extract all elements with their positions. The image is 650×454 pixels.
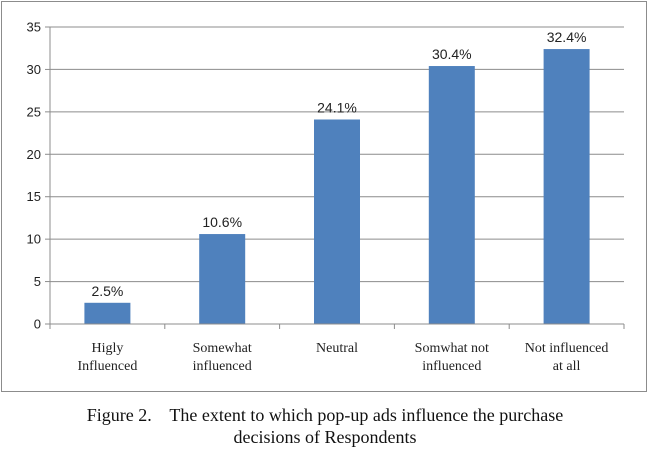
bar — [199, 234, 246, 324]
category-label: Somwhat not — [415, 341, 489, 356]
data-label: 32.4% — [547, 29, 587, 45]
y-tick-label: 25 — [27, 104, 41, 119]
category-label: Higly — [91, 341, 123, 356]
y-tick-label: 15 — [27, 189, 41, 204]
data-label: 30.4% — [432, 46, 472, 62]
caption-line-2: decisions of Respondents — [233, 427, 417, 447]
category-label: influenced — [193, 359, 252, 374]
category-label: Influenced — [77, 359, 137, 374]
bar — [543, 49, 590, 324]
caption-line-1: Figure 2. The extent to which pop-up ads… — [86, 405, 564, 425]
y-tick-label: 10 — [27, 232, 41, 247]
category-label: Not influenced — [525, 341, 609, 356]
bar — [84, 302, 131, 324]
y-tick-label: 20 — [27, 147, 41, 162]
bar — [314, 119, 360, 324]
bar-chart: 0 5 10 15 20 25 30 35 2.5% Higly Influenced 10.6% So… — [27, 20, 625, 374]
figure-caption: Figure 2. The extent to which pop-up ads… — [0, 404, 650, 448]
y-tick-label: 30 — [27, 62, 41, 77]
data-label: 24.1% — [317, 99, 357, 115]
y-tick-label: 0 — [34, 317, 41, 332]
chart-frame: 0 5 10 15 20 25 30 35 2.5% Higly Influenced 10.6% So… — [1, 1, 647, 392]
category-label: Somewhat — [193, 341, 252, 356]
y-tick-label: 5 — [34, 274, 41, 289]
data-label: 2.5% — [91, 283, 123, 299]
category-label: at all — [553, 359, 581, 374]
data-label: 10.6% — [202, 214, 242, 230]
category-label: influenced — [422, 359, 481, 374]
y-tick-label: 35 — [27, 20, 41, 35]
category-label: Neutral — [316, 341, 358, 356]
bar — [428, 66, 475, 324]
